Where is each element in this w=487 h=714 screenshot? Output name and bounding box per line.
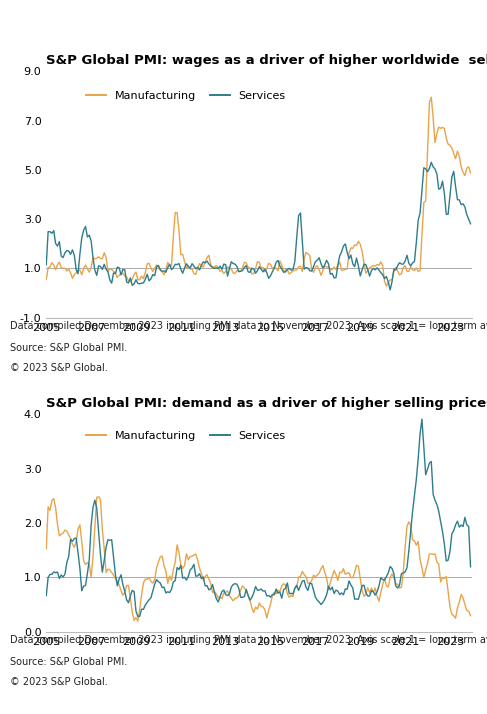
Legend: Manufacturing, Services: Manufacturing, Services	[82, 426, 290, 445]
Text: Source: S&P Global PMI.: Source: S&P Global PMI.	[10, 657, 127, 667]
Text: Data compiled December 2023 including PMI data to November 2023. Axis scale 1 = : Data compiled December 2023 including PM…	[10, 635, 487, 645]
Text: S&P Global PMI: wages as a driver of higher worldwide  selling prices: S&P Global PMI: wages as a driver of hig…	[46, 54, 487, 67]
Text: © 2023 S&P Global.: © 2023 S&P Global.	[10, 677, 108, 687]
Text: © 2023 S&P Global.: © 2023 S&P Global.	[10, 363, 108, 373]
Text: S&P Global PMI: demand as a driver of higher selling prices: S&P Global PMI: demand as a driver of hi…	[46, 397, 487, 410]
Text: Source: S&P Global PMI.: Source: S&P Global PMI.	[10, 343, 127, 353]
Text: Data compiled December 2023 including PMI data to November 2023. Axis scale 1 = : Data compiled December 2023 including PM…	[10, 321, 487, 331]
Legend: Manufacturing, Services: Manufacturing, Services	[82, 87, 290, 106]
